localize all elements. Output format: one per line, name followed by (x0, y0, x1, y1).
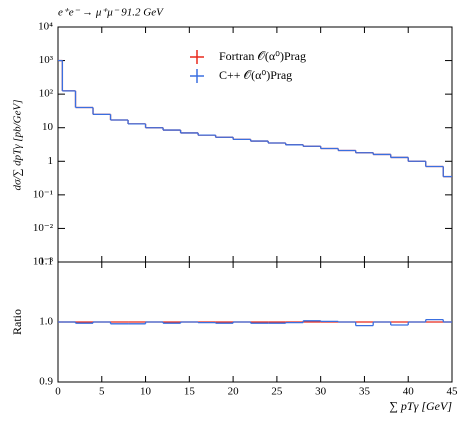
y-tick-label: 10³ (39, 54, 54, 66)
y-tick-label: 1 (48, 155, 54, 167)
ratio-axis-label: Ratio (10, 309, 24, 335)
x-tick-label: 5 (99, 386, 105, 398)
chart-title: e⁺e⁻ → μ⁺μ⁻ 91.2 GeV (58, 7, 164, 19)
x-tick-label: 20 (228, 386, 240, 398)
y-tick-label: 1.0 (39, 316, 53, 328)
x-tick-label: 10 (140, 386, 152, 398)
y-tick-label: 10⁻¹ (33, 188, 53, 200)
x-tick-label: 30 (315, 386, 327, 398)
x-tick-label: 40 (403, 386, 415, 398)
y-tick-label: 10⁴ (38, 21, 53, 33)
x-tick-label: 0 (55, 386, 61, 398)
y-tick-label: 1.1 (39, 256, 53, 268)
legend-label: Fortran 𝒪(α⁰)Prag (219, 49, 306, 63)
x-tick-label: 25 (271, 386, 283, 398)
y-tick-label: 10⁻³ (33, 256, 54, 268)
y-tick-label: 0.9 (39, 376, 53, 388)
x-axis-label: ∑ pTγ [GeV] (389, 399, 452, 413)
legend-label: C++ 𝒪(α⁰)Prag (219, 68, 292, 82)
x-tick-label: 45 (447, 386, 459, 398)
y-tick-label: 10⁻² (33, 222, 54, 234)
x-tick-label: 35 (359, 386, 371, 398)
y-tick-label: 10 (42, 121, 54, 133)
y-tick-label: 10² (39, 88, 54, 100)
x-tick-label: 15 (184, 386, 196, 398)
y-axis-label: dσ/∑ dpTγ [pb/GeV] (12, 100, 24, 191)
